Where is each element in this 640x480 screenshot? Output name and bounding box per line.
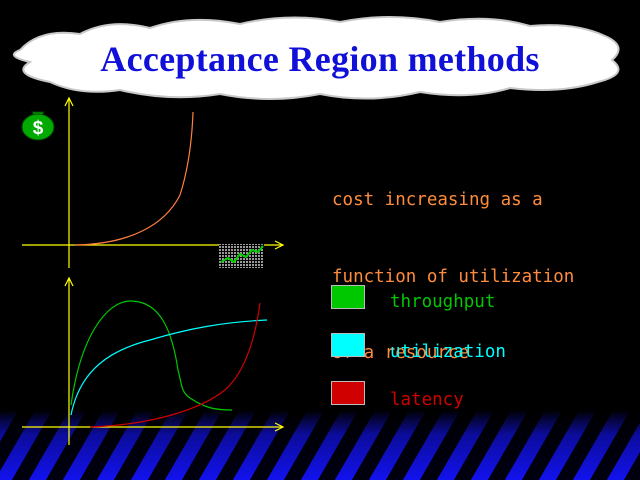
legend-swatch-utilization [331,333,365,357]
title-cloud [12,16,620,100]
description-line: function of utilization [332,266,575,287]
description-text: cost increasing as a function of utiliza… [332,137,574,392]
legend-swatch-throughput [331,285,365,309]
striped-floor [0,410,640,480]
legend-label-throughput: throughput [390,292,496,312]
legend-label-utilization: utilization [390,342,506,362]
page-title: Acceptance Region methods [100,39,540,79]
money-bag-icon: $ [21,111,55,141]
performance-graph [22,276,285,445]
rising-chart-icon [219,244,264,268]
throughput-curve [70,300,233,411]
legend-swatch-latency [331,381,365,405]
svg-text:$: $ [33,118,44,139]
latency-curve [89,302,261,428]
cost-curve [74,111,194,246]
description-line: cost increasing as a [332,190,543,210]
legend-label-latency: latency [390,390,464,410]
utilization-curve [70,319,268,416]
cost-graph [22,96,285,268]
